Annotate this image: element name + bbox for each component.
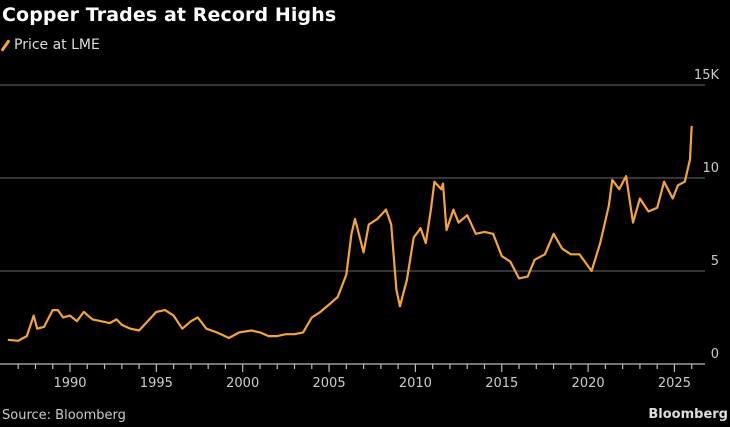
y-tick-label: 5: [711, 254, 719, 269]
chart-title: Copper Trades at Record Highs: [2, 4, 337, 26]
y-tick-label: 0: [711, 347, 719, 362]
legend-label: Price at LME: [14, 37, 100, 53]
x-tick-label: 1995: [140, 376, 173, 391]
x-tick-label: 2015: [485, 376, 518, 391]
x-tick-label: 2020: [572, 376, 605, 391]
x-tick-label: 2025: [658, 376, 691, 391]
x-tick-label: 2005: [313, 376, 346, 391]
brand-logo: Bloomberg: [648, 407, 728, 422]
y-tick-label: 10: [702, 161, 719, 176]
legend: Price at LME: [0, 37, 100, 53]
series-line-price-at-lme: [7, 125, 693, 342]
x-tick-label: 2010: [399, 376, 432, 391]
source-note: Source: Bloomberg: [2, 408, 126, 423]
x-tick-label: 1990: [53, 376, 86, 391]
x-tick-label: 2000: [226, 376, 259, 391]
y-tick-label: 15K: [694, 68, 720, 83]
